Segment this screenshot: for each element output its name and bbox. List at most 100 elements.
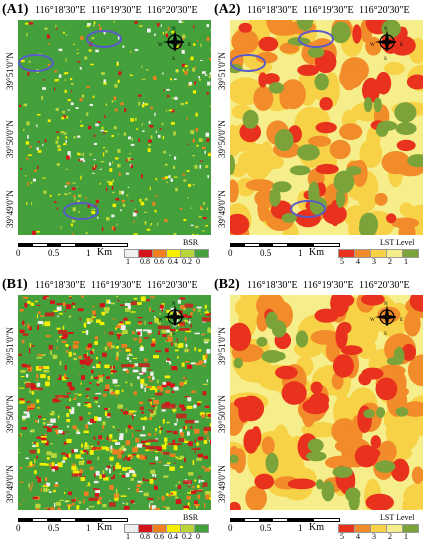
- scale-unit: Km: [309, 247, 324, 258]
- panel-a2: 116°18'30"E 116°19'30"E 116°20'30"E 39°5…: [212, 0, 424, 275]
- legend-swatch: [402, 524, 419, 533]
- scale-bar: [18, 518, 128, 522]
- scale-unit: Km: [97, 247, 112, 258]
- legend-value: 0.8: [140, 532, 150, 541]
- highlight-ellipses: [18, 30, 122, 220]
- compass-east-label: E: [400, 318, 404, 323]
- legend-value: 5: [340, 257, 344, 266]
- lon-label-3: 116°20'30"E: [147, 5, 198, 16]
- legend-value: 1: [126, 257, 130, 266]
- scale-tick-label: 1: [298, 248, 303, 258]
- panel-a1: 116°18'30"E 116°19'30"E 116°20'30"E 39°5…: [0, 0, 212, 275]
- legend-value: 1: [126, 532, 130, 541]
- bsr-map-b1: [18, 295, 211, 510]
- lon-label-1: 116°18'30"E: [247, 5, 298, 16]
- legend-value: 0.2: [182, 257, 192, 266]
- legend-swatch: [194, 249, 209, 258]
- compass-south-label: S: [172, 332, 175, 337]
- scale-tick-label: 1: [86, 523, 91, 533]
- scale-bar: [230, 243, 340, 247]
- lat-label-2: 39°50'0"N: [217, 120, 227, 158]
- lat-label-3: 39°49'0"N: [217, 190, 227, 228]
- lat-label-2: 39°50'0"N: [5, 120, 15, 158]
- compass-north-label: N: [384, 302, 388, 307]
- lat-label-1: 39°51'0"N: [5, 327, 15, 365]
- lon-label-2: 116°19'30"E: [91, 5, 142, 16]
- lat-label-1: 39°51'0"N: [217, 327, 227, 365]
- compass-west-label: W: [158, 43, 163, 48]
- scale-tick-label: 0: [16, 248, 21, 258]
- compass-north-label: N: [172, 302, 176, 307]
- lon-label-2: 116°19'30"E: [303, 280, 354, 291]
- lst-map-b2: [230, 295, 423, 510]
- compass-south-label: S: [172, 57, 175, 62]
- lat-label-1: 39°51'0"N: [217, 52, 227, 90]
- scale-tick-label: 0: [228, 523, 233, 533]
- legend-title: LST Level: [380, 513, 415, 522]
- lon-label-3: 116°20'30"E: [359, 5, 410, 16]
- legend-value: 0.6: [154, 532, 164, 541]
- legend-value: 2: [388, 257, 392, 266]
- bsr-map-a1: [18, 20, 211, 235]
- legend-value: 0.2: [182, 532, 192, 541]
- legend-value: 0.6: [154, 257, 164, 266]
- scale-tick-label: 1: [86, 248, 91, 258]
- legend-title: BSR: [183, 238, 199, 247]
- lst-map-a2: [230, 20, 423, 235]
- panel-b2: 116°18'30"E 116°19'30"E 116°20'30"E 39°5…: [212, 275, 424, 550]
- lon-label-2: 116°19'30"E: [303, 5, 354, 16]
- scale-bar: [18, 243, 128, 247]
- lon-label-1: 116°18'30"E: [35, 5, 86, 16]
- legend-title: BSR: [183, 513, 199, 522]
- legend-value: 3: [372, 532, 376, 541]
- compass-north-label: N: [384, 27, 388, 32]
- compass-east-label: E: [188, 318, 192, 323]
- legend-title: LST Level: [380, 238, 415, 247]
- legend-swatch: [194, 524, 209, 533]
- compass-east-label: E: [400, 43, 404, 48]
- scale-tick-label: 0.5: [260, 248, 272, 258]
- lat-label-2: 39°50'0"N: [217, 395, 227, 433]
- legend-value: 1: [404, 257, 408, 266]
- highlight-ellipses: [230, 30, 334, 218]
- compass-south-label: S: [384, 57, 387, 62]
- legend-value: 5: [340, 532, 344, 541]
- compass-west-label: W: [370, 318, 375, 323]
- compass-icon: [163, 305, 184, 326]
- legend-value: 2: [388, 532, 392, 541]
- scale-tick-label: 0.5: [48, 248, 60, 258]
- panel-label-b1: (B1): [2, 277, 28, 292]
- legend-value: 0: [196, 532, 200, 541]
- lon-label-2: 116°19'30"E: [91, 280, 142, 291]
- panel-b1: 116°18'30"E 116°19'30"E 116°20'30"E 39°5…: [0, 275, 212, 550]
- legend-swatch: [402, 249, 419, 258]
- scale-unit: Km: [97, 522, 112, 533]
- compass-icon: [163, 30, 184, 51]
- compass-south-label: S: [384, 332, 387, 337]
- compass-icon: [375, 30, 396, 51]
- compass-west-label: W: [370, 43, 375, 48]
- compass-east-label: E: [188, 43, 192, 48]
- lat-label-3: 39°49'0"N: [5, 190, 15, 228]
- scale-tick-label: 1: [298, 523, 303, 533]
- scale-tick-label: 0.5: [260, 523, 272, 533]
- panel-label-a2: (A2): [214, 2, 241, 17]
- legend-value: 3: [372, 257, 376, 266]
- lon-label-3: 116°20'30"E: [359, 280, 410, 291]
- legend-value: 0: [196, 257, 200, 266]
- compass-north-label: N: [172, 27, 176, 32]
- legend-value: 1: [404, 532, 408, 541]
- scale-tick-label: 0: [16, 523, 21, 533]
- lon-label-1: 116°18'30"E: [247, 280, 298, 291]
- scale-unit: Km: [309, 522, 324, 533]
- lat-label-2: 39°50'0"N: [5, 395, 15, 433]
- panel-label-b2: (B2): [214, 277, 240, 292]
- lon-label-3: 116°20'30"E: [147, 280, 198, 291]
- lat-label-1: 39°51'0"N: [5, 52, 15, 90]
- legend-value: 4: [356, 257, 360, 266]
- legend-value: 0.8: [140, 257, 150, 266]
- lat-label-3: 39°49'0"N: [217, 465, 227, 503]
- legend-value: 4: [356, 532, 360, 541]
- compass-icon: [375, 305, 396, 326]
- scale-tick-label: 0.5: [48, 523, 60, 533]
